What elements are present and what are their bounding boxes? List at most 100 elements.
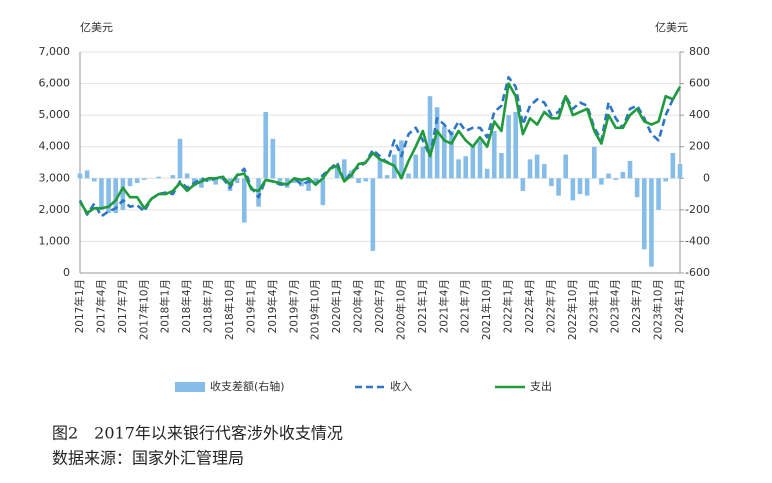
y2-tick-label: 400 — [689, 108, 710, 121]
bar — [677, 164, 683, 179]
x-tick-label: 2018年10月 — [223, 279, 236, 340]
bar — [363, 178, 369, 182]
bar — [384, 175, 390, 179]
x-tick-label: 2017年7月 — [116, 279, 129, 333]
bar — [291, 178, 297, 184]
bar — [577, 178, 583, 195]
bar — [570, 178, 576, 201]
x-tick-label: 2023年1月 — [587, 279, 600, 333]
bar — [177, 138, 183, 179]
bar — [477, 140, 483, 179]
bar — [470, 146, 476, 179]
x-tick-label: 2018年1月 — [159, 279, 172, 333]
bar — [541, 164, 547, 179]
bar — [549, 178, 554, 187]
bar — [556, 178, 561, 196]
y2-tick-label: -200 — [685, 203, 710, 216]
y2-tick-label: 800 — [689, 45, 710, 58]
bar — [656, 178, 661, 210]
line — [78, 75, 682, 218]
bar — [434, 107, 440, 179]
bar — [427, 96, 433, 179]
y-tick-label: 7,000 — [39, 45, 71, 58]
bar — [670, 153, 676, 179]
bar — [663, 178, 669, 182]
x-tick-label: 2023年4月 — [609, 279, 622, 333]
bar — [520, 178, 526, 191]
bar — [306, 178, 311, 191]
bar — [606, 173, 611, 179]
legend-label: 支出 — [530, 379, 552, 393]
bar — [399, 140, 404, 179]
bar — [613, 178, 619, 180]
caption: 图2 2017年以来银行代客涉外收支情况 — [52, 424, 343, 443]
bar — [527, 159, 533, 179]
bar — [91, 178, 97, 182]
legend-label: 收入 — [390, 379, 412, 393]
x-tick-label: 2021年1月 — [416, 279, 429, 333]
bar — [320, 178, 326, 206]
y-tick-label: 1,000 — [39, 234, 71, 247]
bar — [463, 156, 469, 179]
bar — [563, 154, 569, 179]
y2-tick-label: -600 — [685, 266, 710, 279]
bar — [234, 178, 240, 184]
x-tick-label: 2019年4月 — [266, 279, 279, 333]
x-tick-label: 2020年7月 — [373, 279, 386, 333]
bar — [406, 173, 411, 179]
bar — [313, 178, 319, 185]
y-tick-label: 5,000 — [39, 108, 71, 121]
y2-tick-label: 200 — [689, 140, 710, 153]
x-tick-label: 2018年7月 — [202, 279, 215, 333]
x-tick-label: 2023年7月 — [630, 279, 643, 333]
bar — [106, 178, 111, 214]
x-tick-label: 2017年4月 — [94, 279, 107, 333]
y-tick-label: 2,000 — [39, 203, 71, 216]
bar — [277, 178, 283, 182]
bar — [634, 178, 640, 198]
bar — [341, 159, 347, 179]
bar — [506, 115, 511, 179]
x-tick-label: 2019年7月 — [287, 279, 300, 333]
x-tick-label: 2020年10月 — [394, 279, 407, 340]
x-tick-label: 2019年10月 — [309, 279, 322, 340]
x-tick-label: 2018年4月 — [180, 279, 193, 333]
bar — [591, 146, 597, 179]
legend-swatch — [175, 382, 205, 392]
y2-axis-label: 亿美元 — [655, 21, 688, 34]
y2-tick-label: -400 — [685, 234, 710, 247]
bar — [584, 178, 590, 196]
y-tick-label: 0 — [63, 266, 70, 279]
y-tick-label: 3,000 — [39, 171, 71, 184]
bar — [241, 178, 247, 223]
bar — [370, 178, 376, 251]
x-tick-label: 2019年1月 — [244, 279, 257, 333]
bar — [77, 173, 83, 179]
x-tick-label: 2021年7月 — [459, 279, 472, 333]
bar — [263, 111, 269, 179]
bar — [170, 175, 176, 179]
bar — [270, 138, 276, 179]
bar — [134, 178, 140, 184]
bar — [534, 154, 540, 179]
x-tick-label: 2022年10月 — [566, 279, 579, 340]
bar — [499, 153, 504, 179]
bar — [627, 160, 633, 179]
bar — [620, 171, 626, 179]
x-tick-label: 2017年1月 — [73, 279, 86, 333]
bar — [513, 111, 519, 179]
bar — [84, 170, 90, 179]
bar — [649, 178, 654, 267]
bar — [356, 178, 361, 184]
bar — [491, 130, 497, 179]
y2-tick-label: 0 — [703, 171, 710, 184]
bar — [206, 178, 211, 182]
bar — [156, 176, 161, 179]
bar — [299, 178, 304, 187]
x-tick-label: 2024年1月 — [673, 279, 686, 333]
x-tick-label: 2021年10月 — [480, 279, 493, 340]
bar — [120, 178, 126, 210]
bar — [449, 130, 454, 179]
line — [78, 82, 682, 215]
